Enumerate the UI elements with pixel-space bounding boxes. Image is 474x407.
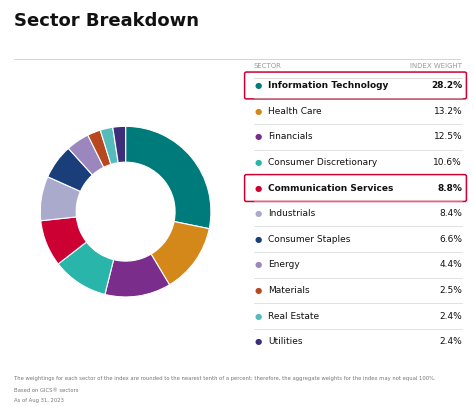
Text: 28.2%: 28.2% <box>431 81 462 90</box>
Text: 4.4%: 4.4% <box>439 260 462 269</box>
Text: 13.2%: 13.2% <box>434 107 462 116</box>
Text: Consumer Staples: Consumer Staples <box>268 235 350 244</box>
Text: SECTOR: SECTOR <box>254 63 282 69</box>
Text: 8.8%: 8.8% <box>438 184 462 193</box>
Wedge shape <box>126 126 211 229</box>
Text: Based on GICS® sectors: Based on GICS® sectors <box>14 388 79 393</box>
Text: ●: ● <box>255 337 262 346</box>
Text: The weightings for each sector of the index are rounded to the nearest tenth of : The weightings for each sector of the in… <box>14 376 436 381</box>
Wedge shape <box>40 177 81 221</box>
Text: Energy: Energy <box>268 260 300 269</box>
Text: Materials: Materials <box>268 286 310 295</box>
Text: Utilities: Utilities <box>268 337 302 346</box>
Wedge shape <box>68 135 104 175</box>
Text: ●: ● <box>255 260 262 269</box>
Text: Industrials: Industrials <box>268 209 315 218</box>
Text: Consumer Discretionary: Consumer Discretionary <box>268 158 377 167</box>
Text: Information Technology: Information Technology <box>268 81 388 90</box>
Wedge shape <box>113 126 126 163</box>
Wedge shape <box>100 127 118 164</box>
Text: As of Aug 31, 2023: As of Aug 31, 2023 <box>14 398 64 403</box>
Text: 2.4%: 2.4% <box>439 337 462 346</box>
Text: Sector Breakdown: Sector Breakdown <box>14 12 199 30</box>
Text: Communication Services: Communication Services <box>268 184 393 193</box>
Text: 12.5%: 12.5% <box>434 132 462 141</box>
Wedge shape <box>41 217 87 264</box>
Text: ●: ● <box>255 158 262 167</box>
Text: 6.6%: 6.6% <box>439 235 462 244</box>
Text: 2.4%: 2.4% <box>439 312 462 321</box>
Text: ●: ● <box>255 132 262 141</box>
Text: ●: ● <box>255 184 262 193</box>
Text: ●: ● <box>255 286 262 295</box>
Wedge shape <box>88 130 111 167</box>
Text: Health Care: Health Care <box>268 107 321 116</box>
Wedge shape <box>48 149 92 191</box>
Text: ●: ● <box>255 209 262 218</box>
Text: ●: ● <box>255 107 262 116</box>
Text: Financials: Financials <box>268 132 312 141</box>
Text: ●: ● <box>255 312 262 321</box>
Text: 8.4%: 8.4% <box>439 209 462 218</box>
Wedge shape <box>58 242 114 294</box>
Text: ●: ● <box>255 81 262 90</box>
Text: Real Estate: Real Estate <box>268 312 319 321</box>
Wedge shape <box>105 254 170 297</box>
Text: INDEX WEIGHT: INDEX WEIGHT <box>410 63 462 69</box>
Text: ●: ● <box>255 235 262 244</box>
Wedge shape <box>151 221 209 285</box>
Text: 10.6%: 10.6% <box>433 158 462 167</box>
Text: 2.5%: 2.5% <box>439 286 462 295</box>
